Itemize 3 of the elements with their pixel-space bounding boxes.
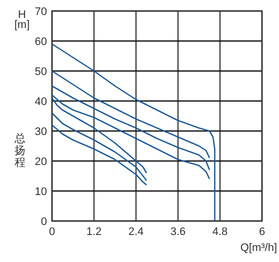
annotation: 总扬程 xyxy=(14,133,26,169)
xlabel: Q[m³/h] xyxy=(240,242,277,254)
ylabel: H [m] xyxy=(14,9,30,31)
